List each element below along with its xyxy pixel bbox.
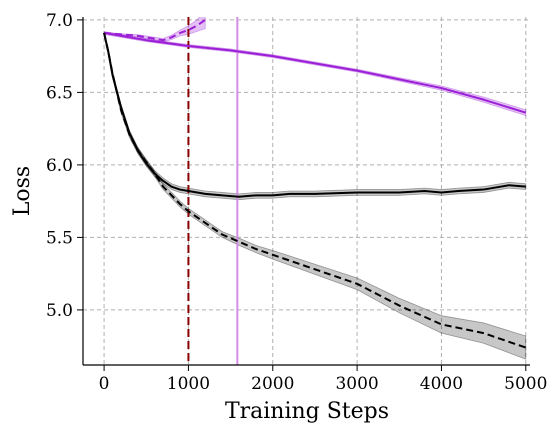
x-axis-title: Training Steps [225,399,389,424]
x-tick-label-3: 3000 [335,374,378,394]
x-tick-label-2: 2000 [251,374,294,394]
x-tick-label-4: 4000 [420,374,463,394]
y-tick-label-2: 6.0 [46,156,73,176]
x-tick-label-0: 0 [99,374,110,394]
axes [82,17,530,366]
series-line-0 [103,31,527,114]
x-tick-label-5: 5000 [504,374,547,394]
series-line-1 [103,19,206,42]
tick-labels: 0 1000 2000 3000 4000 5000 5.0 5.5 6.0 6.5 7.0 [46,11,547,394]
y-axis-title: Loss [10,166,35,216]
y-tick-label-1: 5.5 [46,228,73,248]
series-band-2 [103,32,527,201]
series-band-0 [103,31,527,117]
y-tick-label-3: 6.5 [46,83,73,103]
series-line-3 [103,32,527,349]
series-lines [103,19,527,349]
y-tick-label-0: 5.0 [46,301,73,321]
y-tick-label-4: 7.0 [46,11,73,31]
series-line-2 [103,32,526,198]
x-tick-label-1: 1000 [167,374,210,394]
